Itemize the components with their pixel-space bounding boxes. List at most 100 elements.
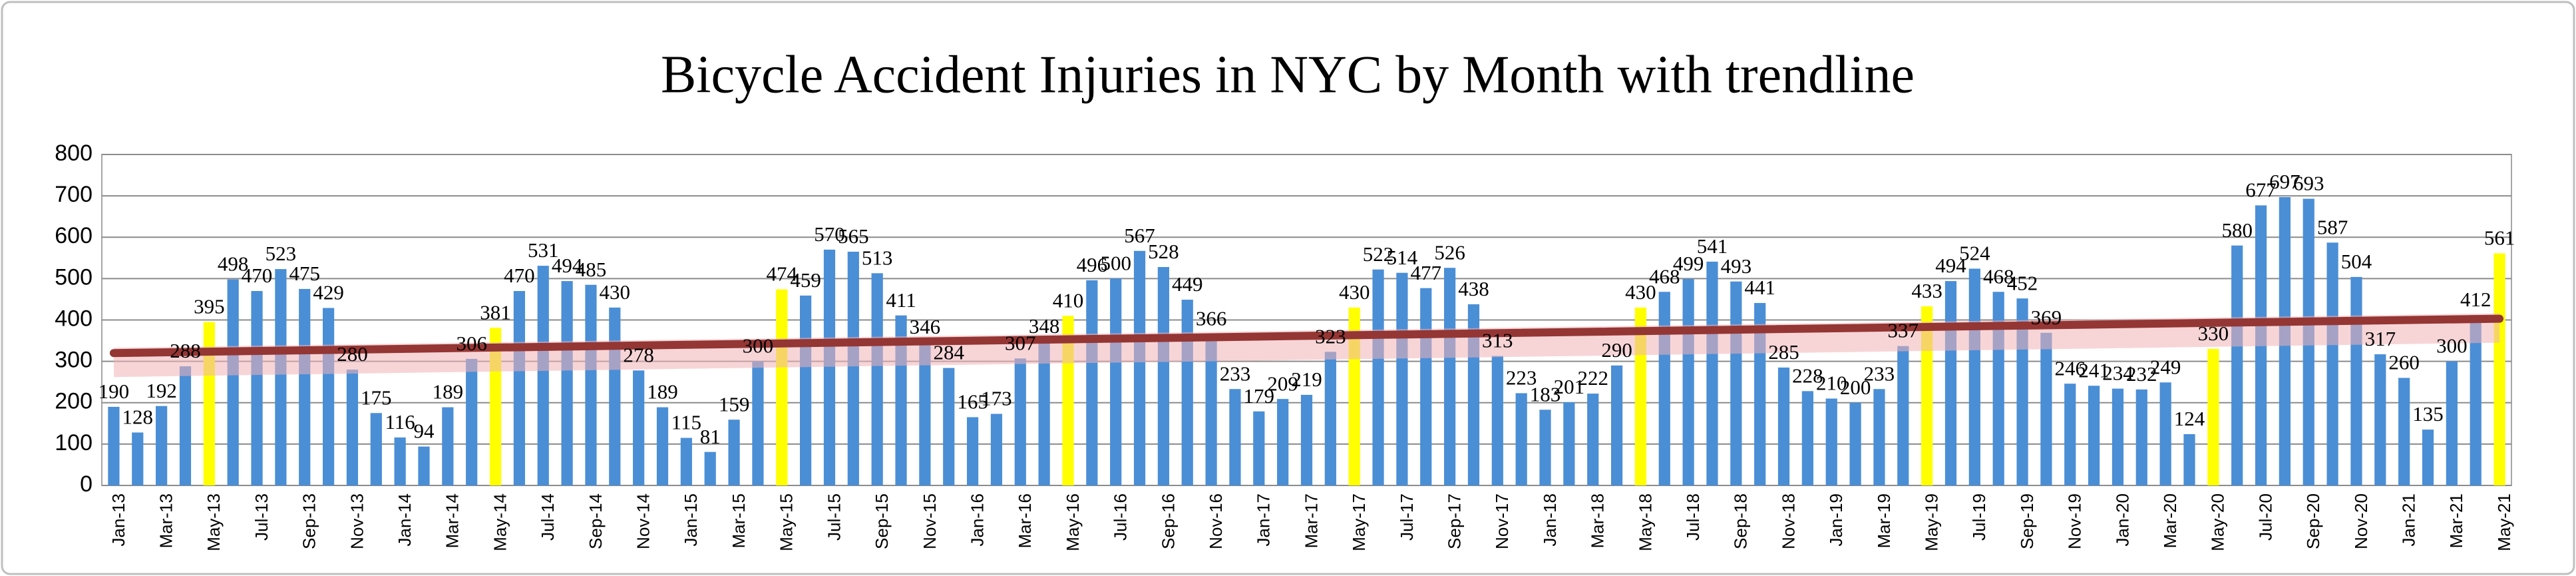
bar — [346, 370, 359, 485]
bar — [1825, 398, 1837, 485]
data-label: 514 — [1387, 246, 1418, 269]
data-label: 513 — [862, 246, 893, 269]
data-label: 249 — [2150, 355, 2181, 378]
x-tick-label: Jul-16 — [1111, 493, 1131, 541]
bar — [2350, 276, 2362, 485]
bar — [1873, 389, 1885, 485]
bar — [299, 288, 311, 485]
bar — [1038, 341, 1050, 485]
data-label: 246 — [2054, 356, 2086, 380]
bar — [919, 342, 931, 485]
bar — [2493, 253, 2505, 485]
y-tick-label: 800 — [55, 141, 92, 166]
data-label: 200 — [1840, 376, 1871, 399]
data-label: 410 — [1053, 288, 1084, 312]
bar — [1587, 394, 1599, 485]
data-label: 477 — [1411, 261, 1442, 284]
x-tick-label: May-21 — [2494, 493, 2514, 551]
bar — [1491, 356, 1503, 485]
data-label: 570 — [814, 222, 845, 246]
data-label: 189 — [647, 380, 678, 404]
data-label: 531 — [528, 238, 559, 262]
x-tick-label: Nov-15 — [920, 493, 940, 549]
x-tick-label: Jul-17 — [1397, 493, 1417, 541]
data-label: 494 — [552, 254, 583, 277]
data-label: 541 — [1697, 234, 1728, 258]
bar — [633, 370, 645, 485]
x-tick-label: Nov-13 — [347, 493, 367, 549]
bar — [1014, 358, 1026, 485]
bar — [1897, 346, 1909, 485]
data-label: 523 — [266, 242, 297, 265]
x-tick-label: Jan-18 — [1540, 493, 1560, 547]
data-label: 307 — [1005, 331, 1036, 354]
bar — [680, 437, 692, 485]
data-label: 452 — [2007, 271, 2038, 294]
data-label: 411 — [886, 288, 916, 312]
bar — [179, 366, 192, 485]
trendline — [109, 314, 2504, 358]
bar — [585, 284, 597, 485]
bar — [1253, 411, 1265, 485]
data-label: 693 — [2293, 172, 2324, 195]
x-tick-label: Jan-19 — [1826, 493, 1846, 547]
data-label: 159 — [719, 392, 750, 416]
y-tick-label: 500 — [55, 264, 92, 290]
bar — [537, 266, 549, 485]
data-label: 429 — [313, 281, 344, 304]
bar — [2374, 354, 2386, 485]
data-label: 116 — [385, 410, 415, 433]
bar — [1396, 272, 1408, 485]
y-tick-label: 200 — [55, 389, 92, 414]
data-label: 165 — [957, 390, 988, 414]
bar — [609, 307, 621, 485]
bar — [776, 289, 788, 485]
data-label: 323 — [1315, 324, 1346, 348]
x-tick-label: Nov-18 — [1778, 493, 1798, 549]
data-label: 697 — [2269, 170, 2300, 193]
x-tick-label: Mar-16 — [1015, 493, 1035, 548]
x-tick-label: Nov-16 — [1206, 493, 1226, 549]
x-tick-label: Sep-14 — [586, 493, 606, 549]
x-tick-label: May-14 — [490, 493, 510, 551]
x-tick-label: Mar-13 — [156, 493, 176, 548]
data-label: 280 — [337, 342, 368, 366]
data-label: 438 — [1458, 277, 1489, 300]
x-tick-label: May-16 — [1063, 493, 1083, 551]
bar — [132, 432, 144, 485]
x-tick-label: Nov-19 — [2065, 493, 2085, 549]
data-label: 369 — [2031, 306, 2062, 329]
bar — [2088, 386, 2100, 485]
x-tick-label: May-17 — [1349, 493, 1369, 551]
data-label: 173 — [981, 387, 1012, 410]
x-tick-label: Mar-14 — [443, 493, 462, 548]
bar — [1944, 281, 1957, 485]
x-tick-label: Sep-18 — [1731, 493, 1751, 549]
y-tick-label: 700 — [55, 182, 92, 207]
bar — [2446, 361, 2458, 485]
bar — [1658, 292, 1670, 485]
data-label: 459 — [790, 268, 821, 292]
data-label: 241 — [2078, 358, 2110, 382]
data-label: 300 — [2436, 334, 2468, 358]
data-label: 192 — [146, 379, 177, 402]
x-tick-label: Jan-14 — [395, 493, 415, 547]
bar — [561, 281, 573, 485]
bar — [394, 437, 406, 485]
x-tick-label: Mar-15 — [729, 493, 749, 548]
data-label: 348 — [1029, 314, 1060, 338]
bar — [227, 279, 239, 485]
x-tick-label: Sep-16 — [1158, 493, 1178, 549]
bar — [2183, 433, 2195, 485]
x-tick-label: Sep-19 — [2017, 493, 2037, 549]
x-tick-label: Nov-20 — [2351, 493, 2371, 549]
bar — [704, 451, 716, 485]
bar — [2422, 430, 2434, 485]
data-label: 288 — [170, 339, 201, 362]
x-tick-label: May-13 — [204, 493, 224, 551]
x-tick-label: Jan-15 — [681, 493, 701, 547]
bar — [1324, 352, 1336, 485]
data-label: 499 — [1673, 252, 1704, 275]
data-label: 430 — [1625, 280, 1656, 304]
data-label: 528 — [1148, 240, 1179, 263]
